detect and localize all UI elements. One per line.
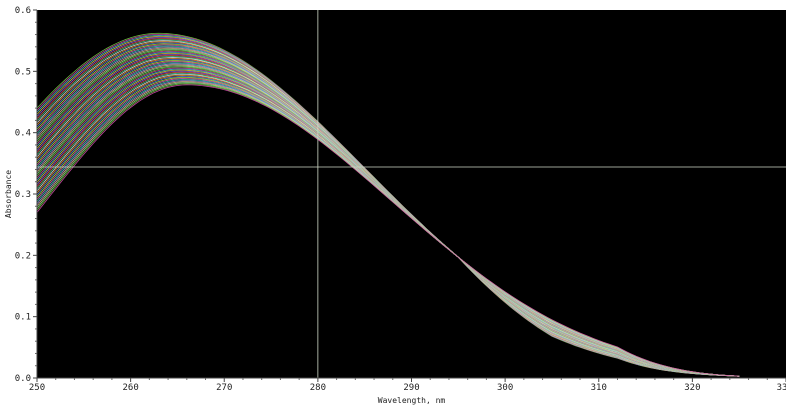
- plot-area: [37, 10, 786, 378]
- axes: 250 260 270 280 290 300 310 320 33 0.0 0.1 0.2 0.3 0.…: [15, 6, 786, 393]
- x-tick-label: 310: [591, 383, 607, 393]
- y-tick-label: 0.1: [15, 313, 31, 323]
- y-tick-label: 0.6: [15, 6, 31, 16]
- y-tick-label: 0.4: [15, 129, 31, 139]
- spectra-series-group: [36, 32, 740, 377]
- x-tick-label: 300: [497, 383, 513, 393]
- y-axis-label: Absorbance: [4, 170, 13, 218]
- x-tick-label: 290: [403, 383, 419, 393]
- y-tick-label: 0.0: [15, 374, 31, 384]
- y-tick-label: 0.3: [15, 190, 31, 200]
- x-tick-label: 320: [684, 383, 700, 393]
- x-axis-label: Wavelength, nm: [378, 396, 446, 405]
- x-tick-label: 270: [216, 383, 232, 393]
- y-tick-label: 0.2: [15, 251, 31, 261]
- crosshair[interactable]: [37, 10, 786, 378]
- x-tick-label: 250: [29, 383, 45, 393]
- x-tick-label: 33: [777, 383, 786, 393]
- spectrum-series: [36, 84, 740, 377]
- x-tick-label: 280: [310, 383, 326, 393]
- x-tick-label: 260: [122, 383, 138, 393]
- y-tick-label: 0.5: [15, 67, 31, 77]
